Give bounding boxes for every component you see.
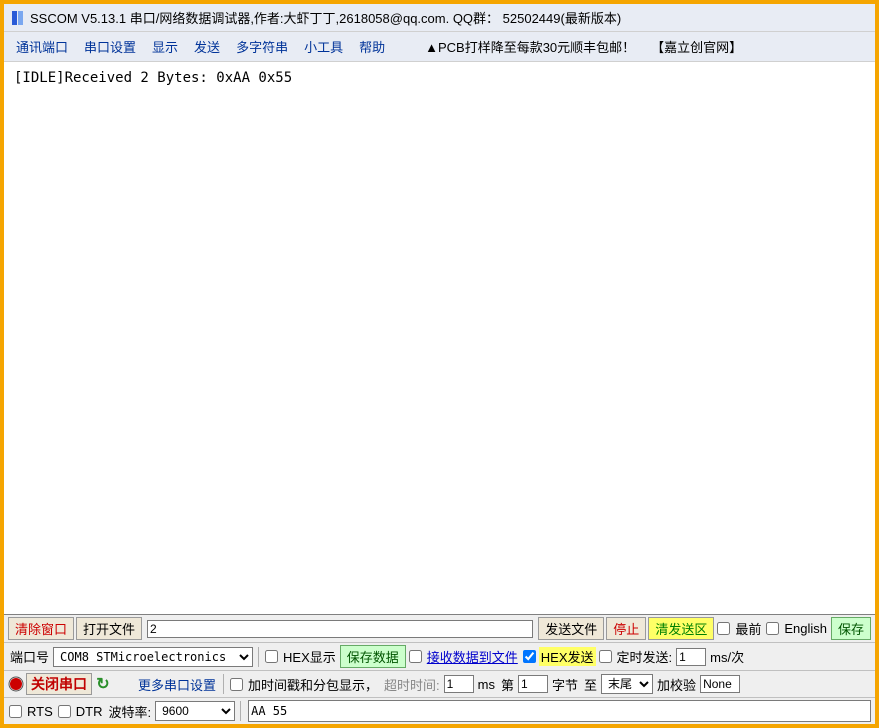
seg-label-1: 第 xyxy=(499,675,516,694)
receive-area[interactable]: [IDLE]Received 2 Bytes: 0xAA 0x55 xyxy=(4,62,875,615)
hex-display-label: HEX显示 xyxy=(281,647,338,666)
menu-serial-settings[interactable]: 串口设置 xyxy=(78,36,142,57)
promo-pcb[interactable]: ▲PCB打样降至每款30元顺丰包邮！ xyxy=(419,36,641,57)
clear-window-button[interactable]: 清除窗口 xyxy=(8,617,74,640)
timed-send-label: 定时发送: xyxy=(615,647,675,666)
app-icon xyxy=(10,10,26,26)
window-title: SSCOM V5.13.1 串口/网络数据调试器,作者:大虾丁丁,2618058… xyxy=(30,8,621,27)
baud-select[interactable]: 9600 xyxy=(155,701,235,721)
record-icon[interactable] xyxy=(8,676,24,692)
rts-label: RTS xyxy=(25,704,55,719)
hex-send-checkbox[interactable] xyxy=(523,650,536,663)
open-file-button[interactable]: 打开文件 xyxy=(76,617,142,640)
toolbar-row-2: 端口号 COM8 STMicroelectronics ST... HEX显示 … xyxy=(4,643,875,671)
english-checkbox[interactable] xyxy=(766,622,779,635)
send-file-button[interactable]: 发送文件 xyxy=(538,617,604,640)
send-input[interactable] xyxy=(248,700,871,722)
seg-start-input[interactable] xyxy=(518,675,548,693)
timeout-unit: ms xyxy=(476,677,497,692)
toolbar-row-1: 清除窗口 打开文件 发送文件 停止 清发送区 最前 English 保存 xyxy=(4,615,875,643)
menu-bar: 通讯端口 串口设置 显示 发送 多字符串 小工具 帮助 ▲PCB打样降至每款30… xyxy=(4,32,875,62)
hex-display-checkbox[interactable] xyxy=(265,650,278,663)
dtr-checkbox[interactable] xyxy=(58,705,71,718)
menu-help[interactable]: 帮助 xyxy=(353,36,391,57)
menu-port[interactable]: 通讯端口 xyxy=(10,36,74,57)
menu-send[interactable]: 发送 xyxy=(188,36,226,57)
timed-send-checkbox[interactable] xyxy=(599,650,612,663)
seg-label-3: 至 xyxy=(582,675,599,694)
interval-unit: ms/次 xyxy=(708,647,746,666)
recv-to-file-checkbox[interactable] xyxy=(409,650,422,663)
english-label: English xyxy=(782,621,829,636)
menu-multistring[interactable]: 多字符串 xyxy=(230,36,294,57)
recv-to-file-label[interactable]: 接收数据到文件 xyxy=(425,647,520,666)
baud-label: 波特率: xyxy=(106,702,153,721)
topmost-checkbox[interactable] xyxy=(717,622,730,635)
clear-send-button[interactable]: 清发送区 xyxy=(648,617,714,640)
timeout-label: 超时时间: xyxy=(382,675,442,694)
toolbar-row-4: RTS DTR 波特率: 9600 xyxy=(4,698,875,724)
receive-text: [IDLE]Received 2 Bytes: 0xAA 0x55 xyxy=(14,70,292,86)
close-port-button[interactable]: 关闭串口 xyxy=(26,673,92,695)
seg-label-2: 字节 xyxy=(550,675,580,694)
timestamp-checkbox[interactable] xyxy=(230,678,243,691)
rts-checkbox[interactable] xyxy=(9,705,22,718)
timeout-input[interactable] xyxy=(444,675,474,693)
refresh-icon[interactable]: ↻ xyxy=(94,675,112,693)
save-params-button[interactable]: 保存 xyxy=(831,617,871,640)
menu-display[interactable]: 显示 xyxy=(146,36,184,57)
title-bar: SSCOM V5.13.1 串口/网络数据调试器,作者:大虾丁丁,2618058… xyxy=(4,4,875,32)
promo-jlc[interactable]: 【嘉立创官网】 xyxy=(645,36,748,57)
more-settings-link[interactable]: 更多串口设置 xyxy=(136,675,218,694)
stop-button[interactable]: 停止 xyxy=(606,617,646,640)
interval-input[interactable] xyxy=(676,648,706,666)
checksum-label: 加校验 xyxy=(655,675,698,694)
save-data-button[interactable]: 保存数据 xyxy=(340,645,406,668)
dtr-label: DTR xyxy=(74,704,105,719)
toolbar-row-3: 关闭串口 ↻ 更多串口设置 加时间戳和分包显示， 超时时间: ms 第 字节 至… xyxy=(4,671,875,698)
port-label: 端口号 xyxy=(8,647,51,666)
menu-tools[interactable]: 小工具 xyxy=(298,36,349,57)
timestamp-label: 加时间戳和分包显示， xyxy=(246,675,380,694)
port-select[interactable]: COM8 STMicroelectronics ST... xyxy=(53,647,253,667)
hex-send-label: HEX发送 xyxy=(539,647,596,666)
file-path-input[interactable] xyxy=(147,620,533,638)
topmost-label: 最前 xyxy=(733,619,763,638)
seg-end-select[interactable]: 末尾 xyxy=(601,674,653,694)
checksum-value[interactable] xyxy=(700,675,740,693)
